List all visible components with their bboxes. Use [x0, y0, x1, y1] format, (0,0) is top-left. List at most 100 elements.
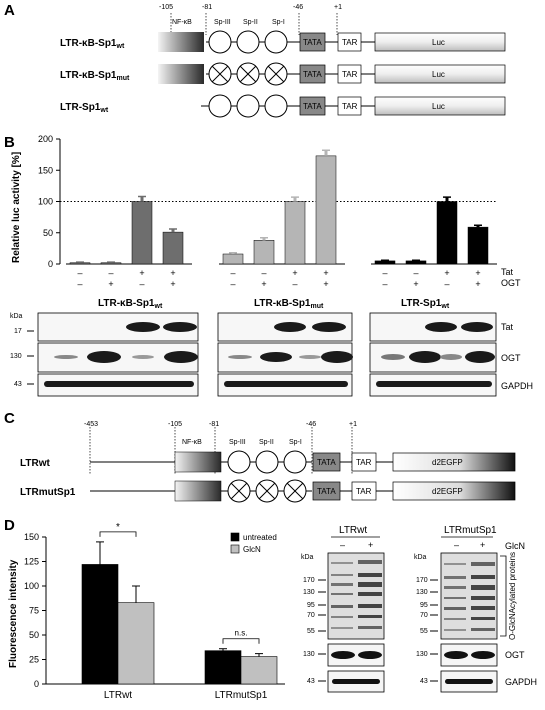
- y-tick-label: 0: [48, 259, 53, 269]
- sig-bracket: [222, 638, 260, 644]
- chart-b-ylabel: Relative luc activity [%]: [11, 152, 22, 263]
- condition-sign: –: [77, 268, 82, 278]
- y-tick-label: 150: [38, 165, 53, 175]
- marker-43: 43: [14, 381, 22, 388]
- tar-label: TAR: [356, 487, 372, 496]
- sign-minus: –: [340, 540, 345, 550]
- sp2-site: [255, 450, 279, 474]
- condition-sign: –: [382, 268, 387, 278]
- chart-d-ylabel: Fluorescence intensity: [8, 559, 19, 668]
- bar: [69, 262, 91, 265]
- label-sp2: Sp-II: [243, 19, 258, 26]
- y-tick-label: 0: [34, 679, 39, 689]
- bar: [436, 201, 458, 265]
- category-label: LTRwt: [104, 690, 132, 701]
- bar: [81, 564, 119, 685]
- blot-b-headers: LTR-κB-Sp1wt LTR-κB-Sp1mut LTR-Sp1wt: [98, 298, 450, 310]
- pos-105: -105: [168, 421, 182, 428]
- condition-sign: +: [139, 268, 144, 278]
- legend-swatch: [230, 532, 240, 542]
- luc-box: [374, 64, 506, 84]
- y-tick-label: 50: [43, 228, 53, 238]
- tata-box: [312, 452, 341, 472]
- condition-sign: +: [323, 268, 328, 278]
- marker-17: 17: [14, 328, 22, 335]
- y-tick-label: 150: [24, 532, 39, 542]
- sign-plus: +: [368, 540, 373, 550]
- svg-text:95: 95: [420, 602, 428, 609]
- construct-a1: LTR-κB-Sp1wt TATA TAR Luc: [60, 30, 506, 54]
- condition-sign: +: [108, 279, 113, 289]
- blot-b-protein-labels: Tat OGT GAPDH: [501, 322, 533, 391]
- pos-105: -105: [159, 4, 173, 11]
- condition-sign: –: [139, 279, 144, 289]
- pos-81: -81: [202, 4, 212, 11]
- y-tick-label: 50: [29, 630, 39, 640]
- nfkb-box: [158, 32, 204, 52]
- tata-label: TATA: [303, 38, 322, 47]
- bar: [374, 260, 396, 265]
- pos-plus1: +1: [334, 4, 342, 11]
- sig-bracket: [99, 531, 137, 537]
- tar-box: [337, 64, 362, 84]
- legend-label: GlcN: [243, 545, 261, 554]
- tata-box: [312, 481, 341, 501]
- sig-annotation: n.s.: [235, 629, 248, 638]
- construct-c1: LTRwt TATA TAR d2EGFP: [20, 450, 516, 474]
- svg-text:70: 70: [420, 612, 428, 619]
- svg-text:43: 43: [420, 678, 428, 685]
- label-sp3: Sp-III: [214, 19, 231, 26]
- condition-sign: –: [413, 268, 418, 278]
- fluorescence-chart: 0 25 50 75 100 125 150 LTRwt LTRmutSp1 * n.s. untre…: [24, 522, 285, 701]
- y-tick-label: 100: [38, 197, 53, 207]
- svg-text:130: 130: [303, 589, 315, 596]
- row-label-ogt: OGT: [501, 278, 521, 288]
- panel-d-blots: LTRwt LTRmutSp1 – + – + GlcN kDa kDa 170…: [301, 525, 537, 693]
- blot-d-header-2: LTRmutSp1: [444, 525, 497, 536]
- bar: [131, 201, 153, 265]
- kda-label-1: kDa: [301, 554, 314, 561]
- sp3-site: [208, 94, 232, 118]
- panel-b-blot: kDa LTR-κB-Sp1wt LTR-κB-Sp1mut LTR-Sp1wt…: [10, 298, 533, 397]
- construct-a2: LTR-κB-Sp1mut TATA TAR Luc: [60, 62, 506, 86]
- bar: [222, 253, 244, 265]
- label-sp2: Sp-II: [259, 439, 274, 446]
- sign-minus: –: [454, 540, 459, 550]
- glcnac-label: O-GlcNAcylated proteins: [508, 552, 517, 640]
- panel-label-b: B: [4, 134, 15, 151]
- blot-d-ogt-gapdh-bands: [331, 651, 495, 684]
- condition-sign: +: [292, 268, 297, 278]
- condition-sign: –: [230, 279, 235, 289]
- egfp-label: d2EGFP: [432, 458, 463, 467]
- legend-label: untreated: [243, 533, 277, 542]
- tar-box: [337, 96, 362, 116]
- error-bar: [171, 229, 175, 233]
- svg-text:170: 170: [303, 577, 315, 584]
- blot-d-smear-bands: [331, 560, 495, 631]
- label-sp3: Sp-III: [229, 439, 246, 446]
- y-tick-label: 200: [38, 134, 53, 144]
- luc-box: [374, 32, 506, 52]
- panel-a-positions: -105 -81 -46 +1 NF-κB Sp-III Sp-II Sp-I: [159, 4, 342, 35]
- y-tick-label: 75: [29, 606, 39, 616]
- kda-label-2: kDa: [414, 554, 427, 561]
- tar-box: [351, 452, 377, 472]
- condition-sign: –: [230, 268, 235, 278]
- marker-130: 130: [10, 353, 22, 360]
- mutated-sp-sites: [227, 479, 307, 503]
- condition-sign: +: [413, 279, 418, 289]
- sp2-site: [236, 94, 260, 118]
- condition-sign: –: [444, 279, 449, 289]
- nfkb-box: [174, 480, 222, 502]
- construct-a2-label: LTR-κB-Sp1mut: [60, 70, 130, 82]
- error-bar: [293, 197, 297, 202]
- protein-gapdh: GAPDH: [505, 677, 537, 687]
- label-nfkb: NF-κB: [172, 19, 192, 26]
- bar: [240, 656, 278, 685]
- y-tick-label: 25: [29, 655, 39, 665]
- glcnac-bracket: [500, 555, 507, 637]
- sig-annotation: *: [116, 522, 120, 533]
- blot-d-markers: 170 130 95 70 55 130 43 170 130 95 70 55…: [303, 577, 438, 685]
- label-nfkb: NF-κB: [182, 439, 202, 446]
- luc-activity-chart: 0 50 100 150 200: [38, 134, 497, 269]
